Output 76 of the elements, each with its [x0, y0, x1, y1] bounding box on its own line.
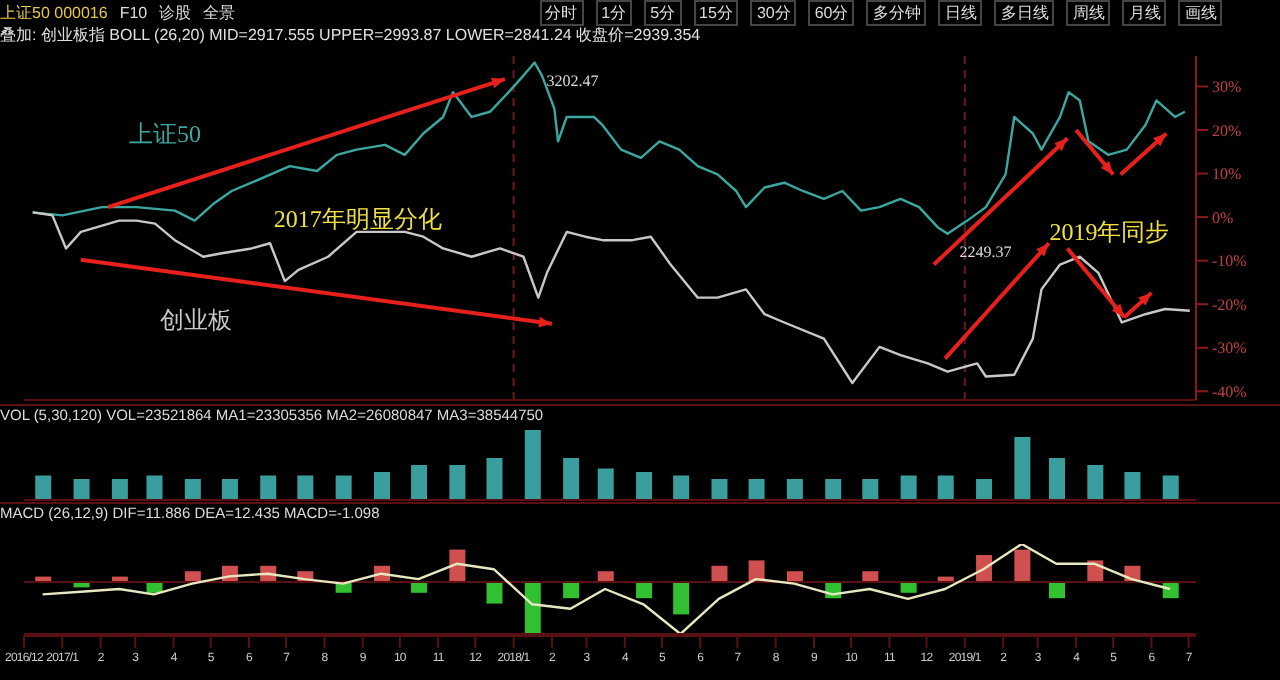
- annotation: 2017年明显分化: [273, 205, 442, 234]
- bar: [1162, 475, 1179, 500]
- bar: [597, 468, 614, 500]
- bar: [260, 475, 277, 500]
- line-series: [31, 211, 1192, 385]
- y-tick-label: 10%: [1212, 165, 1242, 184]
- bar: [976, 479, 993, 500]
- text: 60分: [808, 0, 855, 25]
- chart-subtitle: 叠加: 创业板指 BOLL (26,20) MID=2917.555 UPPER=2993.87 LOWER=2841.24 收盘价=2939.354: [0, 24, 703, 48]
- text: 30分: [750, 0, 797, 25]
- bar: [1124, 472, 1141, 500]
- bar: [636, 472, 653, 500]
- bar: [673, 582, 690, 615]
- bar: [711, 479, 728, 500]
- annotation: 2019年同步: [1049, 218, 1170, 247]
- bar: [146, 475, 163, 500]
- bar: [486, 458, 503, 500]
- bar: [711, 565, 728, 582]
- bar: [786, 479, 803, 500]
- text: 画线: [1178, 0, 1223, 25]
- bar: [184, 571, 201, 582]
- text: 5分: [644, 0, 682, 25]
- bar: [673, 475, 690, 500]
- bar: [411, 582, 428, 593]
- bar: [825, 479, 842, 500]
- bar: [73, 479, 90, 500]
- bar: [1014, 437, 1031, 500]
- bar: [1048, 582, 1065, 599]
- y-tick-label: -10%: [1212, 252, 1248, 271]
- y-tick-label: -40%: [1212, 382, 1248, 401]
- text: 多日线: [994, 0, 1055, 25]
- bar: [563, 458, 580, 500]
- bar: [862, 479, 879, 500]
- text: 周线: [1066, 0, 1111, 25]
- y-tick-label: 20%: [1212, 121, 1242, 140]
- bar: [111, 479, 128, 500]
- text: F10: [119, 3, 148, 21]
- y-tick-label: 30%: [1212, 78, 1242, 97]
- bar: [862, 571, 879, 582]
- bar: [900, 475, 917, 500]
- bar: [411, 465, 428, 500]
- bar: [1048, 458, 1065, 500]
- text: 日线: [938, 0, 983, 25]
- bar: [184, 479, 201, 500]
- y-tick-label: 0%: [1212, 208, 1234, 227]
- y-tick-label: -30%: [1212, 339, 1248, 358]
- text: 分时: [539, 0, 584, 25]
- bar: [221, 479, 238, 500]
- text: 多分钟: [866, 0, 927, 25]
- bar: [335, 475, 352, 500]
- bar: [563, 582, 580, 599]
- chart-title: 上证50 000016: [0, 1, 108, 23]
- y-tick-label: -20%: [1212, 295, 1248, 314]
- bar: [597, 571, 614, 582]
- bar: [1087, 465, 1104, 500]
- annotation: 3202.47: [546, 71, 599, 90]
- bar: [373, 472, 390, 500]
- text: 创业板: [159, 305, 232, 334]
- bar: [35, 475, 52, 500]
- bar: [449, 465, 466, 500]
- bar: [786, 571, 803, 582]
- bar: [900, 582, 917, 593]
- bar: [486, 582, 503, 604]
- text: 月线: [1122, 0, 1167, 25]
- bar: [636, 582, 653, 599]
- bar: [748, 479, 765, 500]
- text: 全景: [203, 1, 236, 23]
- text: 15分: [693, 0, 739, 25]
- text: 1分: [595, 0, 633, 25]
- bar: [937, 475, 954, 500]
- bar: [524, 430, 541, 500]
- text: 上证50: [128, 120, 201, 149]
- bar: [297, 475, 314, 500]
- annotation: 2249.37: [959, 243, 1012, 262]
- bar: [1014, 549, 1031, 582]
- text: 诊股: [159, 1, 192, 23]
